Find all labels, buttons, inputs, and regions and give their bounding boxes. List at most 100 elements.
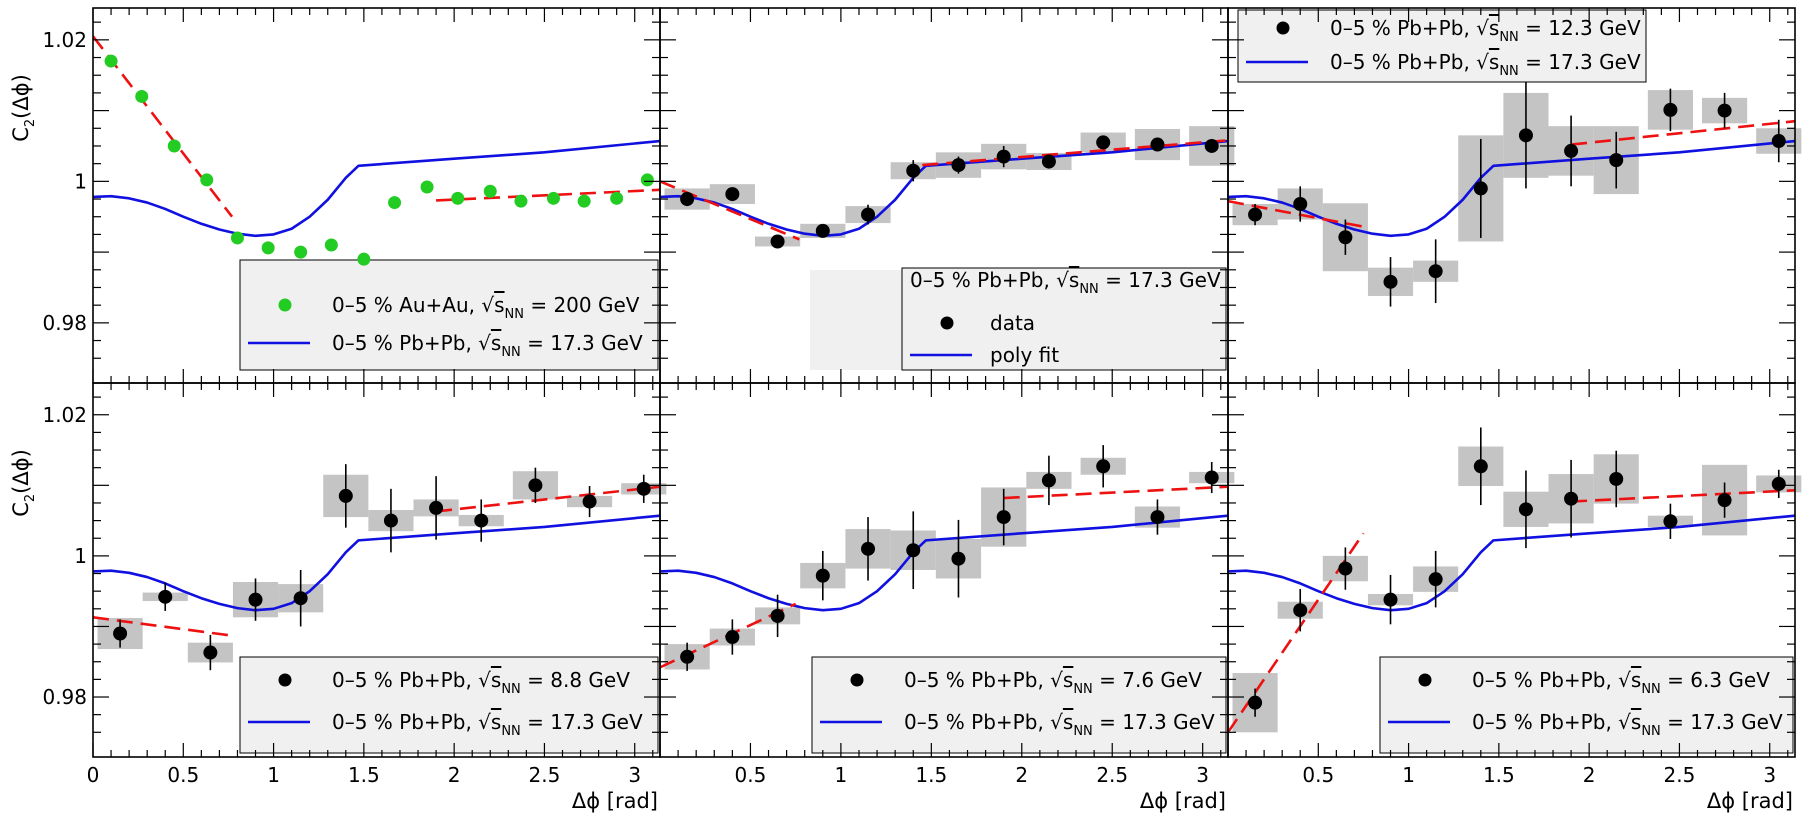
panel-bottom-left-legend-entry-radicand: s — [491, 710, 501, 734]
panel-bottom-left-legend-dot-marker — [278, 673, 292, 687]
panel-bottom-center-legend-entry-prefix: 0–5 % Pb+Pb, √ — [904, 668, 1063, 692]
panel-bottom-left-legend — [239, 656, 659, 754]
panel-top-right-data-point — [1293, 196, 1308, 211]
panel-top-center-legend-title-radicand: s — [1069, 268, 1079, 292]
panel-top-right-legend-entry: 0–5 % Pb+Pb, √sNN = 12.3 GeV — [1330, 16, 1641, 45]
x-tick-label: 0.5 — [1302, 763, 1334, 787]
panel-bottom-right-data-point — [1663, 514, 1678, 529]
panel-top-right-reference-curve — [1228, 139, 1795, 238]
panel-bottom-left-legend-entry-prefix: 0–5 % Pb+Pb, √ — [332, 668, 491, 692]
panel-top-right-plot-area — [1228, 82, 1795, 307]
x-tick-label: 0.5 — [735, 763, 767, 787]
panel-top-center-legend-title-suffix: = 17.3 GeV — [1099, 268, 1221, 292]
panel-bottom-right-data-point — [1564, 491, 1579, 506]
panel-top-right-legend-entry-prefix: 0–5 % Pb+Pb, √ — [1330, 50, 1489, 74]
panel-bottom-left-data-point — [474, 513, 489, 528]
panel-bottom-left-legend-entry-subscript: NN — [501, 724, 520, 739]
y-axis-title-arg: (Δϕ) — [9, 449, 33, 494]
panel-top-right-linear-fit — [1570, 119, 1795, 146]
panel-bottom-center-legend-entry-suffix: = 17.3 GeV — [1093, 710, 1215, 734]
panel-bottom-center-reference-curve — [660, 514, 1228, 612]
panel-top-center-linear-fit — [922, 139, 1228, 167]
panel-top-center-legend-entry-prefix: poly fit — [990, 343, 1059, 367]
panel-bottom-center-data-point — [770, 608, 785, 623]
y-axis-title-main: C — [9, 502, 33, 517]
panel-top-left-legend-entry-suffix: = 17.3 GeV — [521, 331, 643, 355]
panel-bottom-center-legend-entry-subscript: NN — [1073, 724, 1092, 739]
panel-top-left-legend-entry-radicand: s — [491, 331, 501, 355]
x-tick-label: 3 — [1196, 763, 1209, 787]
panel-top-center-data-point — [680, 192, 695, 207]
panel-top-left-legend-entry-radicand: s — [494, 293, 504, 317]
panel-top-left-data-point — [167, 139, 181, 153]
panel-top-center-data-point — [906, 163, 921, 178]
panel-bottom-left-data-point — [429, 500, 444, 515]
panel-top-right-legend-entry-radicand: s — [1489, 50, 1499, 74]
panel-top-right-data-point — [1383, 274, 1398, 289]
x-tick-label: 1.5 — [915, 763, 947, 787]
panel-bottom-center-legend-dot-marker — [850, 673, 864, 687]
panel-top-left-legend-entry: 0–5 % Pb+Pb, √sNN = 17.3 GeV — [332, 331, 643, 360]
x-axis-title: Δϕ [rad] — [1140, 789, 1226, 813]
panel-bottom-right-data-point — [1609, 471, 1624, 486]
panel-bottom-center-plot-area — [660, 445, 1228, 671]
panel-top-left-data-point — [200, 173, 214, 187]
panel-bottom-left-data-point — [338, 488, 353, 503]
panel-top-center-data-point — [725, 187, 740, 202]
panel-bottom-center-data-point — [861, 541, 876, 556]
y-tick-label: 1.02 — [42, 403, 87, 427]
panel-top-left-data-point — [388, 196, 402, 210]
panel-bottom-center-data-point — [1204, 470, 1219, 485]
panel-bottom-right-data-point — [1717, 493, 1732, 508]
x-tick-label: 2 — [1015, 763, 1028, 787]
panel-bottom-right-legend-entry-radicand: s — [1631, 668, 1641, 692]
panel-top-left-legend-entry: 0–5 % Au+Au, √sNN = 200 GeV — [332, 293, 640, 322]
panel-bottom-left-legend-entry-prefix: 0–5 % Pb+Pb, √ — [332, 710, 491, 734]
panel-bottom-center-data-point — [1041, 473, 1056, 488]
x-tick-label: 2.5 — [529, 763, 561, 787]
panel-top-right-data-point — [1663, 102, 1678, 117]
panel-bottom-right-legend-dot-marker — [1418, 673, 1432, 687]
panel-bottom-center-legend-entry: 0–5 % Pb+Pb, √sNN = 7.6 GeV — [904, 668, 1202, 697]
panel-bottom-center-legend-entry-prefix: 0–5 % Pb+Pb, √ — [904, 710, 1063, 734]
y-tick-label: 0.98 — [42, 685, 87, 709]
x-tick-label: 1 — [835, 763, 848, 787]
x-tick-label: 2 — [1583, 763, 1596, 787]
panel-bottom-right-data-point — [1338, 561, 1353, 576]
panel-bottom-right-data-point — [1428, 572, 1443, 587]
y-tick-label: 1 — [74, 544, 87, 568]
panel-top-right-data-point — [1248, 207, 1263, 222]
panel-top-left-data-point — [230, 231, 244, 245]
x-axis-title: Δϕ [rad] — [1707, 789, 1793, 813]
panel-bottom-left-data-point — [636, 481, 651, 496]
y-tick-label: 0.98 — [42, 311, 87, 335]
panel-bottom-center-data-point — [680, 649, 695, 664]
panel-bottom-right-legend-entry-suffix: = 6.3 GeV — [1661, 668, 1770, 692]
panel-bottom-center-linear-fit — [1003, 485, 1228, 500]
panel-top-center-data-point — [815, 223, 830, 238]
panel-top-center-data-point — [770, 234, 785, 249]
panel-top-center-data-point — [1096, 135, 1111, 150]
x-tick-label: 3 — [628, 763, 641, 787]
panel-bottom-right-frame — [1227, 382, 1796, 758]
panel-top-right-data-point — [1428, 264, 1443, 279]
panel-top-left-data-point — [104, 54, 118, 68]
panel-top-left-data-point — [451, 191, 465, 205]
panel-bottom-center-data-point — [1096, 459, 1111, 474]
panel-bottom-center-data-point — [951, 551, 966, 566]
panel-bottom-right-legend — [1379, 656, 1794, 754]
y-tick-label: 1 — [74, 169, 87, 193]
x-tick-label: 1.5 — [1483, 763, 1515, 787]
panel-top-center-data-point — [861, 207, 876, 222]
panel-bottom-right-legend-entry: 0–5 % Pb+Pb, √sNN = 6.3 GeV — [1472, 668, 1770, 697]
panel-top-center-legend-title-subscript: NN — [1079, 282, 1098, 297]
panel-top-center-legend-entry: poly fit — [990, 343, 1059, 367]
panel-bottom-left-data-point — [158, 589, 173, 604]
panel-bottom-center-legend-entry: 0–5 % Pb+Pb, √sNN = 17.3 GeV — [904, 710, 1215, 739]
x-tick-label: 2.5 — [1096, 763, 1128, 787]
panel-bottom-left-data-point — [293, 591, 308, 606]
y-axis-title: C2(Δϕ) — [9, 449, 38, 517]
panel-top-left-data-point — [324, 238, 338, 252]
panel-bottom-right-data-point — [1473, 459, 1488, 474]
